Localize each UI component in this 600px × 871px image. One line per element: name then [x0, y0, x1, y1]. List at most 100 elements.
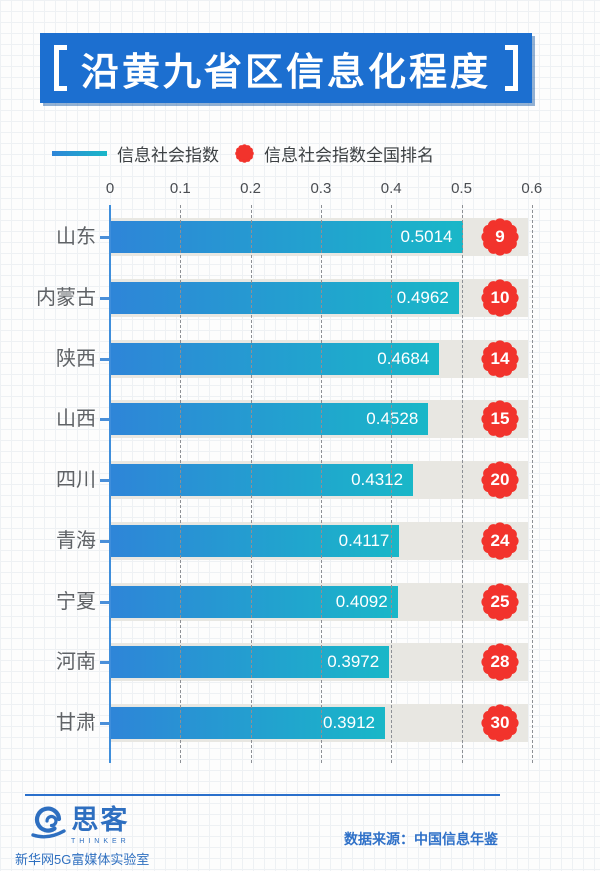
rank-badge: 9: [481, 218, 519, 256]
chart-row: 宁夏 0.4092 25: [0, 582, 600, 621]
bar-track: 0.5014 9: [110, 218, 528, 256]
category-tick-mark: [100, 296, 109, 300]
bar-track: 0.3912 30: [110, 704, 528, 742]
rank-flower-icon: [481, 522, 519, 560]
legend: 信息社会指数 信息社会指数全国排名: [52, 141, 434, 166]
chart-row: 山西 0.4528 15: [0, 400, 600, 439]
chart-row: 内蒙古 0.4962 10: [0, 278, 600, 317]
axis-tick-label: 0.1: [169, 180, 191, 197]
axis-tick-label: 0.4: [380, 180, 402, 197]
gridline: [391, 205, 393, 763]
rank-flower-icon: [481, 461, 519, 499]
category-label: 陕西: [56, 347, 96, 370]
rank-badge: 14: [481, 339, 519, 378]
brand-name: 思客: [71, 805, 130, 835]
value-bar: 0.4528: [110, 403, 429, 436]
legend-item-rank: 信息社会指数全国排名: [235, 141, 434, 166]
rank-badge: 15: [481, 400, 519, 438]
rank-value: 24: [490, 530, 510, 550]
axis-tick-label: 0.6: [521, 180, 543, 197]
y-axis-line: [109, 205, 111, 763]
bar-track: 0.4092 25: [110, 582, 528, 621]
bar-track: 0.4312 20: [110, 461, 528, 499]
brand-subtitle: THINKER: [71, 837, 130, 845]
bar-value-label: 0.4092: [335, 591, 388, 611]
gridline: [250, 205, 252, 763]
bar-track: 0.4117 24: [110, 521, 528, 560]
category-label: 内蒙古: [36, 286, 96, 309]
rank-value: 25: [490, 591, 510, 611]
bar-track: 0.3972 28: [110, 643, 528, 682]
rank-value: 20: [490, 470, 510, 489]
rank-badge: 10: [481, 279, 519, 317]
rank-value: 10: [490, 287, 510, 307]
chart-row: 四川 0.4312 20: [0, 461, 600, 499]
rank-flower-icon: [481, 339, 519, 378]
category-tick-mark: [100, 357, 109, 361]
chart-row: 青海 0.4117 24: [0, 521, 600, 560]
category-label: 四川: [56, 469, 96, 491]
rank-badge: 28: [481, 643, 519, 681]
gridline: [531, 205, 533, 763]
rank-flower-icon: [481, 400, 519, 438]
category-tick-mark: [100, 236, 109, 239]
rank-badge: 30: [481, 704, 519, 742]
category-label: 山西: [56, 408, 96, 431]
title-banner: 沿黄九省区信息化程度: [40, 33, 532, 103]
rank-badge: 20: [481, 461, 519, 499]
bar-track: 0.4962 10: [110, 278, 528, 317]
rank-flower-icon: [481, 643, 519, 681]
rank-flower-icon: [481, 279, 519, 317]
rank-value: 15: [490, 409, 510, 429]
rank-flower-icon: [481, 218, 519, 256]
thinker-swirl-icon: [31, 806, 66, 839]
value-bar: 0.4117: [110, 524, 400, 557]
category-label: 山东: [56, 226, 96, 248]
rank-value: 30: [490, 713, 510, 732]
rank-flower-icon: [235, 143, 254, 163]
gridline: [180, 205, 182, 763]
category-tick-mark: [100, 479, 109, 482]
category-label: 宁夏: [56, 590, 96, 613]
bar-track: 0.4528 15: [110, 400, 528, 439]
brand-org: 新华网5G富媒体实验室: [15, 851, 150, 867]
value-bar: 0.4312: [110, 464, 414, 496]
legend-bar-label: 信息社会指数: [117, 145, 219, 165]
rank-value: 14: [490, 348, 510, 368]
category-tick-mark: [100, 722, 109, 725]
axis-tick-label: 0.2: [240, 180, 262, 197]
bar-value-label: 0.4684: [377, 348, 430, 368]
chart-area: 山东 0.5014 9 内蒙古 0.4962 10 陕西 0.4684 14 山西 0.4528 15…: [0, 205, 600, 770]
bar-value-label: 0.3912: [323, 713, 375, 732]
axis-tick-label: 0.5: [451, 180, 472, 197]
value-bar: 0.4092: [110, 585, 398, 618]
bar-value-label: 0.4117: [338, 530, 390, 550]
bar-value-label: 0.4312: [351, 470, 404, 489]
axis-tick-label: 0: [105, 180, 115, 197]
footer-separator-line: [25, 794, 500, 796]
rank-flower-icon: [235, 143, 254, 163]
chart-row: 甘肃 0.3912 30: [0, 704, 600, 742]
category-label: 青海: [56, 529, 96, 552]
value-bar: 0.3912: [110, 707, 385, 739]
value-bar: 0.3972: [110, 646, 390, 679]
page-title: 沿黄九省区信息化程度: [80, 51, 491, 94]
value-bar: 0.4962: [110, 281, 459, 314]
data-source-text: 数据来源：中国信息年鉴: [344, 831, 498, 847]
category-tick-mark: [100, 600, 109, 604]
bar-swatch-icon: [52, 150, 107, 156]
bar-value-label: 0.5014: [400, 227, 453, 246]
chart-row: 山东 0.5014 9: [0, 218, 600, 256]
category-tick-mark: [100, 418, 109, 422]
bar-value-label: 0.4528: [366, 409, 419, 429]
gridline: [320, 205, 322, 763]
value-bar: 0.4684: [110, 342, 440, 375]
rank-flower-icon: [481, 582, 519, 621]
bar-value-label: 0.3972: [327, 652, 380, 672]
bracket-right-icon: [504, 45, 518, 91]
gridline: [461, 205, 463, 763]
bar-track: 0.4684 14: [110, 339, 528, 378]
axis-tick-label: 0.3: [310, 180, 332, 197]
rank-flower-icon: [481, 704, 519, 742]
